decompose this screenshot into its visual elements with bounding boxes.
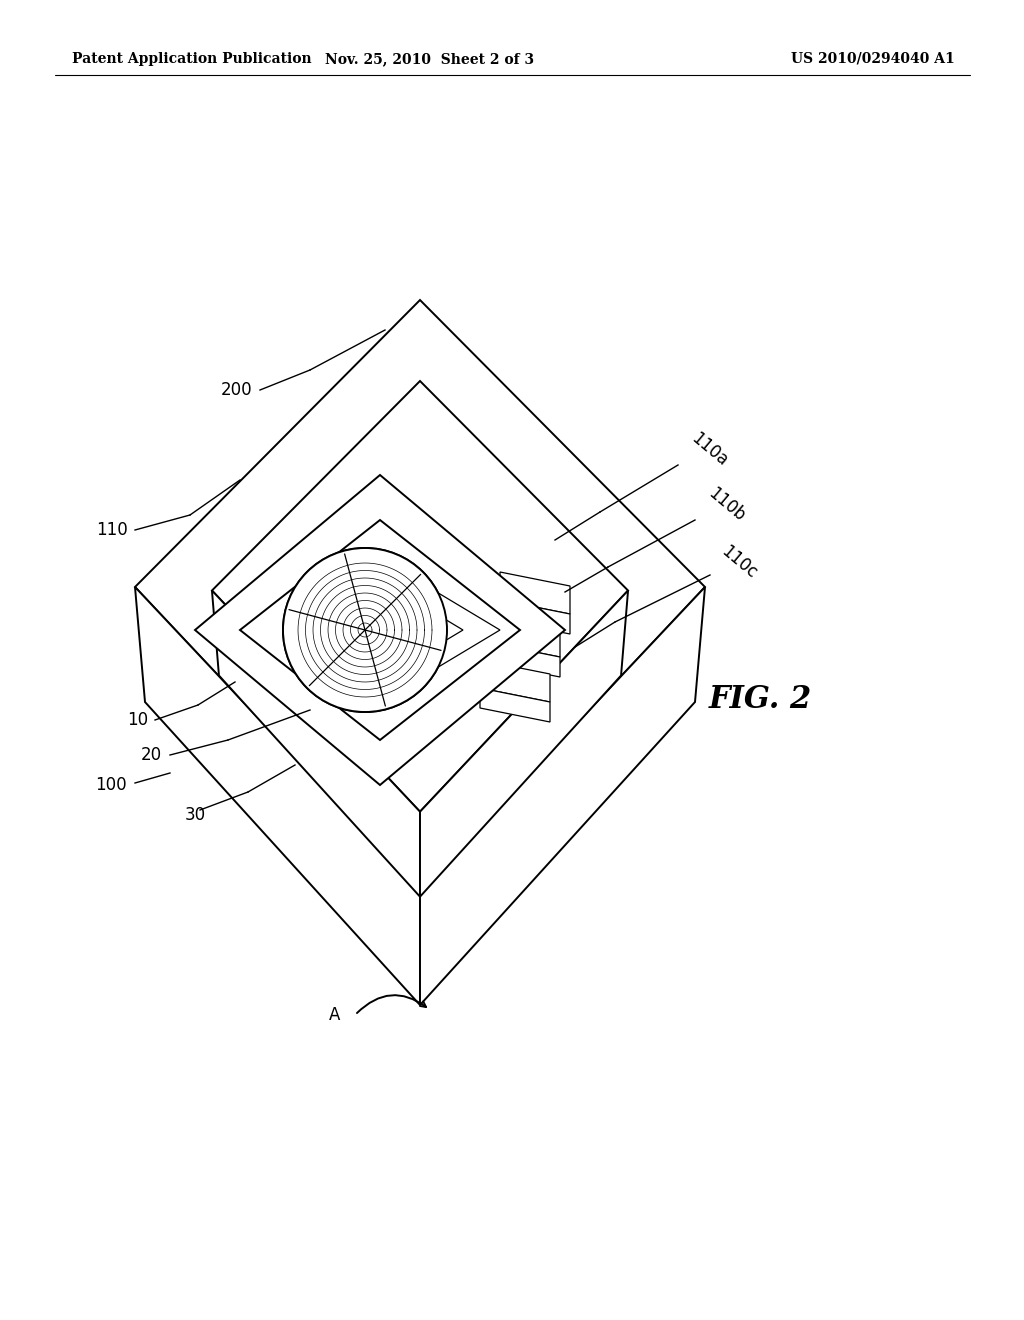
Polygon shape [240,520,520,741]
Text: 110a: 110a [688,429,732,470]
Polygon shape [500,601,570,634]
Text: Patent Application Publication: Patent Application Publication [72,51,311,66]
Polygon shape [490,615,560,657]
Text: Nov. 25, 2010  Sheet 2 of 3: Nov. 25, 2010 Sheet 2 of 3 [326,51,535,66]
Polygon shape [135,587,420,1005]
Text: 200: 200 [220,381,252,399]
Polygon shape [500,572,570,614]
Polygon shape [387,607,463,653]
Polygon shape [490,643,560,677]
Text: A: A [329,1006,340,1024]
Polygon shape [135,300,705,890]
Text: 30: 30 [185,807,206,824]
Polygon shape [480,660,550,702]
Text: 110c: 110c [718,543,761,582]
Polygon shape [195,475,565,785]
Circle shape [283,548,447,711]
Polygon shape [350,585,500,675]
Text: 110: 110 [96,521,128,539]
Polygon shape [212,590,420,896]
Text: FIG. 2: FIG. 2 [709,685,812,715]
Text: 100: 100 [95,776,127,795]
Text: 110b: 110b [705,484,749,525]
Polygon shape [212,381,628,812]
Text: 20: 20 [141,746,162,764]
Polygon shape [420,590,628,896]
Circle shape [283,548,447,711]
Text: 10: 10 [127,711,148,729]
Polygon shape [480,688,550,722]
Text: US 2010/0294040 A1: US 2010/0294040 A1 [792,51,955,66]
Polygon shape [420,587,705,1005]
